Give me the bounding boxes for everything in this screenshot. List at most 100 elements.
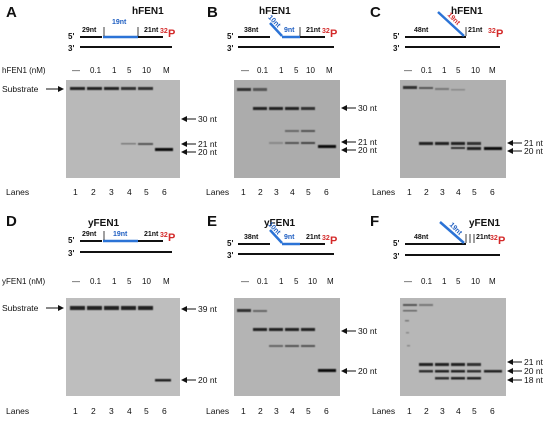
lane-number: 1 [407,187,412,197]
panel-a: A 5' 3' 29nt 19nt 21nt hFEN1 32 P hFEN1 … [2,4,218,197]
conc-value: 0.1 [421,277,433,286]
lane-number: 3 [440,406,445,416]
band-label: 21 nt [524,357,544,367]
lane-number: 5 [472,406,477,416]
conc-row: — 0.1 1 5 10 M [72,66,170,75]
lane-number: 4 [127,187,132,197]
p32-superscript: 32 [490,235,498,242]
conc-value: M [163,277,170,286]
enzyme-label: yFEN1 [88,218,120,229]
p32-label: P [498,235,505,247]
conc-value: 10 [142,277,151,286]
p32-label: P [330,235,337,247]
conc-value: 0.1 [421,66,433,75]
gel-bands [403,304,502,380]
segment-label: 48nt [414,27,429,34]
three-prime-label: 3' [68,44,74,53]
lanes-label: Lanes [206,406,229,416]
band-label: 20 nt [358,366,378,376]
three-prime-label: 3' [68,249,74,258]
p32-label: P [168,28,175,40]
flap-label: 19nt [112,19,127,26]
lane-numbers: 1 2 3 4 5 6 [407,187,495,197]
lane-number: 4 [290,406,295,416]
gel-bands [237,88,336,148]
lane-numbers: 1 2 3 4 5 6 [73,187,167,197]
conc-value: M [489,277,496,286]
lane-number: 4 [456,187,461,197]
p32-superscript: 32 [322,235,330,242]
band-label: 30 nt [358,103,378,113]
lane-number: 6 [490,406,495,416]
band-label: 21 nt [358,137,378,147]
lane-number: 2 [91,187,96,197]
lane-number: 4 [127,406,132,416]
conc-value: 0.1 [90,66,102,75]
conc-value: 1 [112,277,117,286]
panel-label: B [207,4,218,21]
gel-image [400,80,506,178]
five-prime-label: 5' [227,239,233,248]
three-prime-label: 3' [393,44,399,53]
conc-row: — 0.1 1 5 10 M [72,277,170,286]
five-prime-label: 5' [227,32,233,41]
lane-number: 3 [109,406,114,416]
conc-label: hFEN1 (nM) [2,66,46,75]
segment-label: 21nt [144,231,159,238]
conc-value: 5 [456,277,461,286]
lane-number: 2 [424,187,429,197]
conc-value: 10 [471,66,480,75]
segment-label: 21nt [468,27,483,34]
conc-row: — 0.1 1 5 10 M [241,66,333,75]
segment-label: 38nt [244,27,259,34]
band-label: 21 nt [524,138,544,148]
segment-label: 29nt [82,27,97,34]
panel-e: E yFEN1 5' 3' 38nt 10nt 9nt 21nt 32 P — … [206,213,378,416]
gel-bands [70,306,171,382]
conc-value: M [326,66,333,75]
band-label: 39 nt [198,304,218,314]
five-prime-label: 5' [393,32,399,41]
lane-number: 2 [258,187,263,197]
conc-value: 1 [279,277,284,286]
conc-row: — 0.1 1 5 10 M [241,277,334,286]
conc-value: 10 [142,66,151,75]
panel-b: B hFEN1 5' 3' 38nt 10nt 9nt 21nt 32 P — … [206,4,378,197]
lane-number: 6 [324,187,329,197]
segment-label: 29nt [82,231,97,238]
conc-value: 5 [127,66,132,75]
lane-number: 2 [258,406,263,416]
conc-value: 0.1 [90,277,102,286]
lanes-label: Lanes [6,406,29,416]
panel-label: C [370,4,381,21]
panel-label: D [6,213,17,230]
lane-numbers: 1 2 3 4 5 6 [241,187,329,197]
conc-value: 10 [308,277,317,286]
lane-number: 3 [440,187,445,197]
segment-label: 38nt [244,234,259,241]
five-prime-label: 5' [393,239,399,248]
lane-numbers: 1 2 3 4 5 6 [73,406,167,416]
segment-label: 21nt [306,27,321,34]
lane-numbers: 1 2 3 4 5 6 [407,406,495,416]
band-label: 18 nt [524,375,544,385]
conc-value: M [327,277,334,286]
gel-bands [403,86,502,150]
p32-superscript: 32 [160,232,168,239]
lane-number: 1 [407,406,412,416]
segment-label: 9nt [284,27,295,34]
three-prime-label: 3' [227,44,233,53]
conc-value: — [404,277,412,286]
lane-number: 1 [241,187,246,197]
lane-number: 6 [162,187,167,197]
conc-row: — 0.1 1 5 10 M [404,277,496,286]
p32-superscript: 32 [322,28,330,35]
conc-value: 1 [442,277,447,286]
p32-label: P [496,28,503,40]
conc-value: — [72,277,80,286]
lane-number: 5 [306,406,311,416]
lanes-label: Lanes [372,187,395,197]
enzyme-label: yFEN1 [469,218,501,229]
conc-value: — [241,66,249,75]
